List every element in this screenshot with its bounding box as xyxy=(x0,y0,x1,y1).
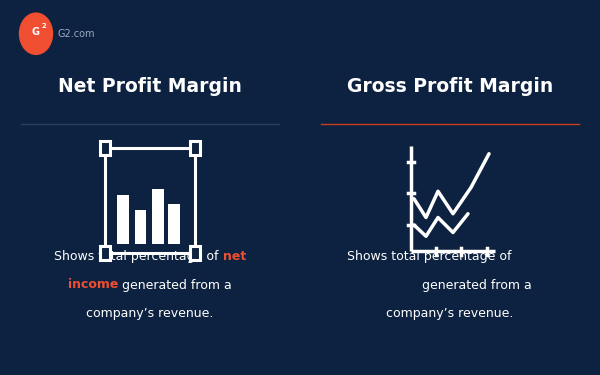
Text: company’s revenue.: company’s revenue. xyxy=(386,307,514,320)
Text: Gross Profit Margin: Gross Profit Margin xyxy=(347,77,553,96)
Circle shape xyxy=(19,13,53,54)
Text: net: net xyxy=(223,251,246,263)
Text: G: G xyxy=(32,27,40,37)
Bar xyxy=(134,210,146,244)
Bar xyxy=(168,204,180,244)
Text: Shows total percentage of: Shows total percentage of xyxy=(54,251,223,263)
Bar xyxy=(190,246,200,260)
Bar xyxy=(118,195,129,244)
Bar xyxy=(100,246,110,260)
Text: Shows total percentage of: Shows total percentage of xyxy=(347,251,515,263)
Text: company’s revenue.: company’s revenue. xyxy=(86,307,214,320)
Text: 2: 2 xyxy=(41,23,46,29)
Text: gross: gross xyxy=(515,251,553,263)
Bar xyxy=(190,141,200,155)
Bar xyxy=(105,148,195,253)
Text: G2.com: G2.com xyxy=(58,29,95,39)
Text: generated from a: generated from a xyxy=(418,279,532,291)
Bar xyxy=(152,189,163,244)
Text: income: income xyxy=(68,279,118,291)
Text: Net Profit Margin: Net Profit Margin xyxy=(58,77,242,96)
Text: income: income xyxy=(368,279,418,291)
Bar xyxy=(100,141,110,155)
Text: generated from a: generated from a xyxy=(118,279,232,291)
